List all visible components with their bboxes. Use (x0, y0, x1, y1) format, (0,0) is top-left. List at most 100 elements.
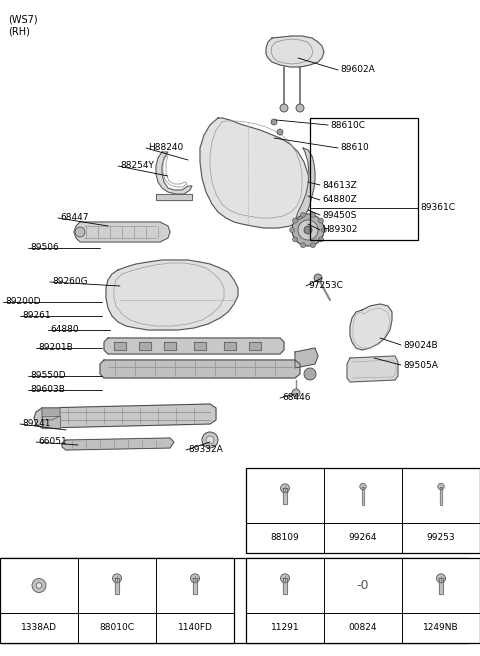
Text: 68446: 68446 (282, 394, 311, 403)
Circle shape (296, 104, 304, 112)
Polygon shape (164, 342, 176, 350)
Text: 89201B: 89201B (38, 344, 73, 352)
Polygon shape (156, 194, 192, 200)
Circle shape (304, 226, 312, 234)
Circle shape (292, 214, 324, 246)
Circle shape (314, 274, 322, 282)
Text: 89450S: 89450S (322, 211, 356, 220)
Circle shape (32, 579, 46, 592)
Bar (246, 468, 480, 553)
Polygon shape (224, 342, 236, 350)
Polygon shape (42, 408, 60, 420)
Polygon shape (362, 487, 364, 504)
Polygon shape (115, 579, 119, 594)
Polygon shape (62, 438, 174, 450)
Text: 11291: 11291 (271, 623, 300, 632)
Polygon shape (139, 342, 151, 350)
Circle shape (438, 483, 444, 490)
Bar (0, 558, 234, 643)
Circle shape (280, 104, 288, 112)
Text: 1140FD: 1140FD (178, 623, 213, 632)
Circle shape (289, 228, 295, 232)
Text: 89505A: 89505A (403, 361, 438, 369)
Polygon shape (193, 579, 197, 594)
Polygon shape (266, 36, 324, 67)
Text: 64880Z: 64880Z (322, 195, 357, 205)
Polygon shape (100, 360, 300, 378)
Polygon shape (347, 356, 398, 382)
Text: 88109: 88109 (271, 533, 300, 543)
Text: 89506: 89506 (30, 243, 59, 253)
Text: 66051: 66051 (38, 438, 67, 447)
Text: 89260G: 89260G (52, 277, 88, 287)
Polygon shape (194, 342, 206, 350)
Text: 89603B: 89603B (30, 386, 65, 394)
Circle shape (300, 213, 306, 217)
Circle shape (280, 484, 289, 493)
Text: 89200D: 89200D (5, 298, 40, 306)
Polygon shape (156, 152, 192, 194)
Text: 1338AD: 1338AD (21, 623, 57, 632)
Circle shape (318, 237, 324, 242)
Bar (0, 558, 468, 643)
Polygon shape (42, 416, 60, 428)
Text: 88010C: 88010C (99, 623, 134, 632)
Circle shape (202, 432, 218, 448)
Text: 88610C: 88610C (330, 121, 365, 129)
Text: 68447: 68447 (60, 213, 88, 222)
Text: (WS7): (WS7) (8, 14, 37, 24)
Text: 89361C: 89361C (420, 203, 455, 213)
Polygon shape (283, 579, 287, 594)
Text: 89024B: 89024B (403, 340, 438, 350)
Text: 89602A: 89602A (340, 66, 375, 75)
Polygon shape (106, 260, 238, 330)
Text: 99253: 99253 (427, 533, 456, 543)
Text: 89332A: 89332A (188, 445, 223, 455)
Circle shape (318, 218, 324, 223)
Circle shape (292, 237, 298, 242)
Text: 00824: 00824 (349, 623, 377, 632)
Text: 84613Z: 84613Z (322, 180, 357, 190)
Polygon shape (74, 222, 170, 242)
Polygon shape (295, 348, 318, 368)
Polygon shape (200, 118, 310, 228)
Polygon shape (439, 579, 443, 594)
Text: 89261: 89261 (22, 312, 50, 321)
Text: 97253C: 97253C (308, 281, 343, 291)
Bar (310, 118, 418, 240)
Polygon shape (34, 404, 216, 428)
Text: 64880: 64880 (50, 325, 79, 335)
Polygon shape (350, 304, 392, 350)
Circle shape (280, 574, 289, 583)
Circle shape (191, 574, 200, 583)
Text: 1249NB: 1249NB (423, 623, 459, 632)
Polygon shape (249, 342, 261, 350)
Bar (246, 558, 480, 643)
Text: (RH): (RH) (8, 26, 30, 36)
Text: 99264: 99264 (349, 533, 377, 543)
Text: 88254Y: 88254Y (120, 161, 154, 171)
Polygon shape (296, 148, 315, 220)
Circle shape (292, 218, 298, 223)
Circle shape (292, 389, 300, 397)
Text: 89550D: 89550D (30, 371, 66, 380)
Polygon shape (114, 342, 126, 350)
Text: H89302: H89302 (322, 226, 358, 234)
Text: -0: -0 (357, 579, 369, 592)
Circle shape (311, 243, 315, 248)
Circle shape (277, 129, 283, 135)
Circle shape (311, 213, 315, 217)
Polygon shape (283, 488, 287, 504)
Polygon shape (104, 338, 284, 354)
Polygon shape (440, 487, 442, 504)
Circle shape (271, 119, 277, 125)
Circle shape (322, 228, 326, 232)
Text: 88610: 88610 (340, 144, 369, 152)
Circle shape (304, 368, 316, 380)
Circle shape (36, 583, 42, 588)
Text: H88240: H88240 (148, 144, 183, 152)
Circle shape (206, 436, 214, 444)
Circle shape (360, 483, 366, 490)
Circle shape (436, 574, 445, 583)
Text: 89241: 89241 (22, 419, 50, 428)
